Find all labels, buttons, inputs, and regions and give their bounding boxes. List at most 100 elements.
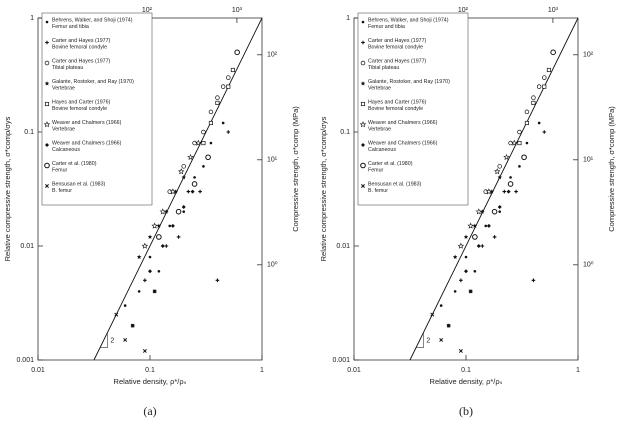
y2-axis-label: Compressive strength, σ*comp (MPa) bbox=[291, 106, 300, 232]
point bbox=[141, 242, 149, 249]
slope-label: 2 bbox=[110, 337, 114, 344]
legend-site: B. femur bbox=[52, 188, 72, 194]
point bbox=[517, 140, 522, 146]
slope-label: 2 bbox=[426, 337, 430, 344]
point bbox=[531, 95, 536, 100]
point bbox=[508, 140, 513, 146]
point bbox=[173, 189, 179, 194]
point bbox=[123, 304, 127, 307]
legend-entry: Hayes and Carter (1976) bbox=[52, 99, 111, 105]
point bbox=[502, 189, 507, 194]
point bbox=[464, 269, 468, 274]
point bbox=[484, 224, 488, 228]
point bbox=[525, 141, 529, 145]
point bbox=[208, 109, 214, 115]
point bbox=[463, 234, 469, 239]
y-axis-label: Relative compressive strength, σ*comp/σy… bbox=[3, 116, 12, 261]
point bbox=[202, 165, 205, 168]
point bbox=[170, 223, 175, 228]
point bbox=[517, 129, 522, 135]
point bbox=[485, 188, 493, 195]
legend-site: Bovine femoral condyle bbox=[52, 44, 107, 50]
point bbox=[524, 120, 529, 126]
legend-box bbox=[357, 12, 469, 206]
point bbox=[187, 153, 194, 161]
legend-marker bbox=[45, 40, 49, 45]
legend-site: B. femur bbox=[368, 188, 388, 194]
point bbox=[475, 208, 482, 215]
point bbox=[157, 269, 161, 273]
point bbox=[480, 244, 485, 248]
legend-site: Vertebrae bbox=[52, 126, 75, 132]
y2-tick-label: 10¹ bbox=[583, 157, 594, 164]
point bbox=[148, 255, 152, 259]
point bbox=[230, 67, 235, 73]
y-tick-label: 0.01 bbox=[20, 243, 34, 250]
legend-site: Vertebrae bbox=[52, 85, 75, 91]
y2-axis-label: Compressive strength, σ*comp (MPa) bbox=[607, 106, 616, 232]
point bbox=[486, 223, 491, 228]
x-tick-label: 0.01 bbox=[347, 367, 361, 374]
y-tick-label: 0.1 bbox=[340, 129, 350, 136]
point bbox=[531, 100, 536, 105]
point bbox=[164, 244, 169, 248]
legend-entry: Weaver and Chalmers (1966) bbox=[52, 140, 122, 146]
point bbox=[491, 208, 498, 215]
point bbox=[524, 109, 530, 115]
x-tick-label: 0.1 bbox=[461, 367, 471, 374]
legend-marker bbox=[361, 143, 365, 147]
point bbox=[176, 235, 181, 239]
point bbox=[458, 349, 463, 353]
point bbox=[178, 168, 185, 175]
point bbox=[521, 154, 527, 161]
x2-tick-label: 10² bbox=[458, 7, 469, 14]
x-tick-label: 1 bbox=[260, 367, 264, 374]
y-axis-label: Relative compressive strength, σ*comp/σy… bbox=[319, 116, 328, 261]
legend-marker bbox=[359, 121, 367, 128]
slope-triangle bbox=[415, 332, 424, 348]
point bbox=[511, 139, 518, 146]
legend-marker bbox=[361, 20, 365, 24]
point bbox=[473, 269, 477, 273]
y-tick-label: 0.1 bbox=[24, 129, 34, 136]
y2-tick-label: 10² bbox=[583, 52, 594, 59]
legend-marker bbox=[361, 40, 365, 45]
legend-marker bbox=[45, 143, 49, 147]
point bbox=[159, 208, 166, 215]
y-tick-label: 0.001 bbox=[16, 357, 34, 364]
y2-tick-label: 10⁰ bbox=[583, 261, 594, 269]
point bbox=[514, 189, 518, 194]
legend-entry: Carter and Hayes (1977) bbox=[368, 58, 427, 64]
point bbox=[503, 153, 510, 161]
legend-entry: Hayes and Carter (1976) bbox=[368, 99, 427, 105]
point bbox=[182, 210, 186, 213]
legend-entry: Galante, Rostoker, and Ray (1970) bbox=[52, 79, 134, 85]
legend-site: Bovine femoral condyle bbox=[368, 106, 423, 112]
point bbox=[550, 49, 556, 56]
point bbox=[537, 121, 541, 125]
point bbox=[156, 223, 162, 228]
legend-entry: Carter and Hayes (1977) bbox=[52, 38, 111, 44]
point bbox=[457, 242, 465, 249]
legend-marker bbox=[360, 60, 366, 66]
point bbox=[160, 244, 165, 248]
point bbox=[181, 164, 186, 169]
legend-entry: Carter and Hayes (1977) bbox=[368, 38, 427, 44]
point bbox=[208, 120, 213, 126]
point bbox=[198, 189, 202, 194]
point bbox=[215, 95, 220, 100]
legend-site: Femur bbox=[368, 167, 384, 173]
y2-tick-label: 10⁰ bbox=[267, 261, 278, 269]
legend-entry: Bensusan et al. (1983) bbox=[52, 181, 106, 187]
point bbox=[518, 165, 521, 168]
x-tick-label: 1 bbox=[576, 367, 580, 374]
point bbox=[542, 84, 547, 89]
point bbox=[542, 130, 547, 134]
legend-entry: Carter and Hayes (1977) bbox=[52, 58, 111, 64]
legend-entry: Behrens, Walker, and Shoji (1974) bbox=[368, 17, 449, 23]
point bbox=[148, 269, 152, 274]
y-tick-label: 1 bbox=[30, 15, 34, 22]
caption: (b) bbox=[459, 404, 473, 418]
